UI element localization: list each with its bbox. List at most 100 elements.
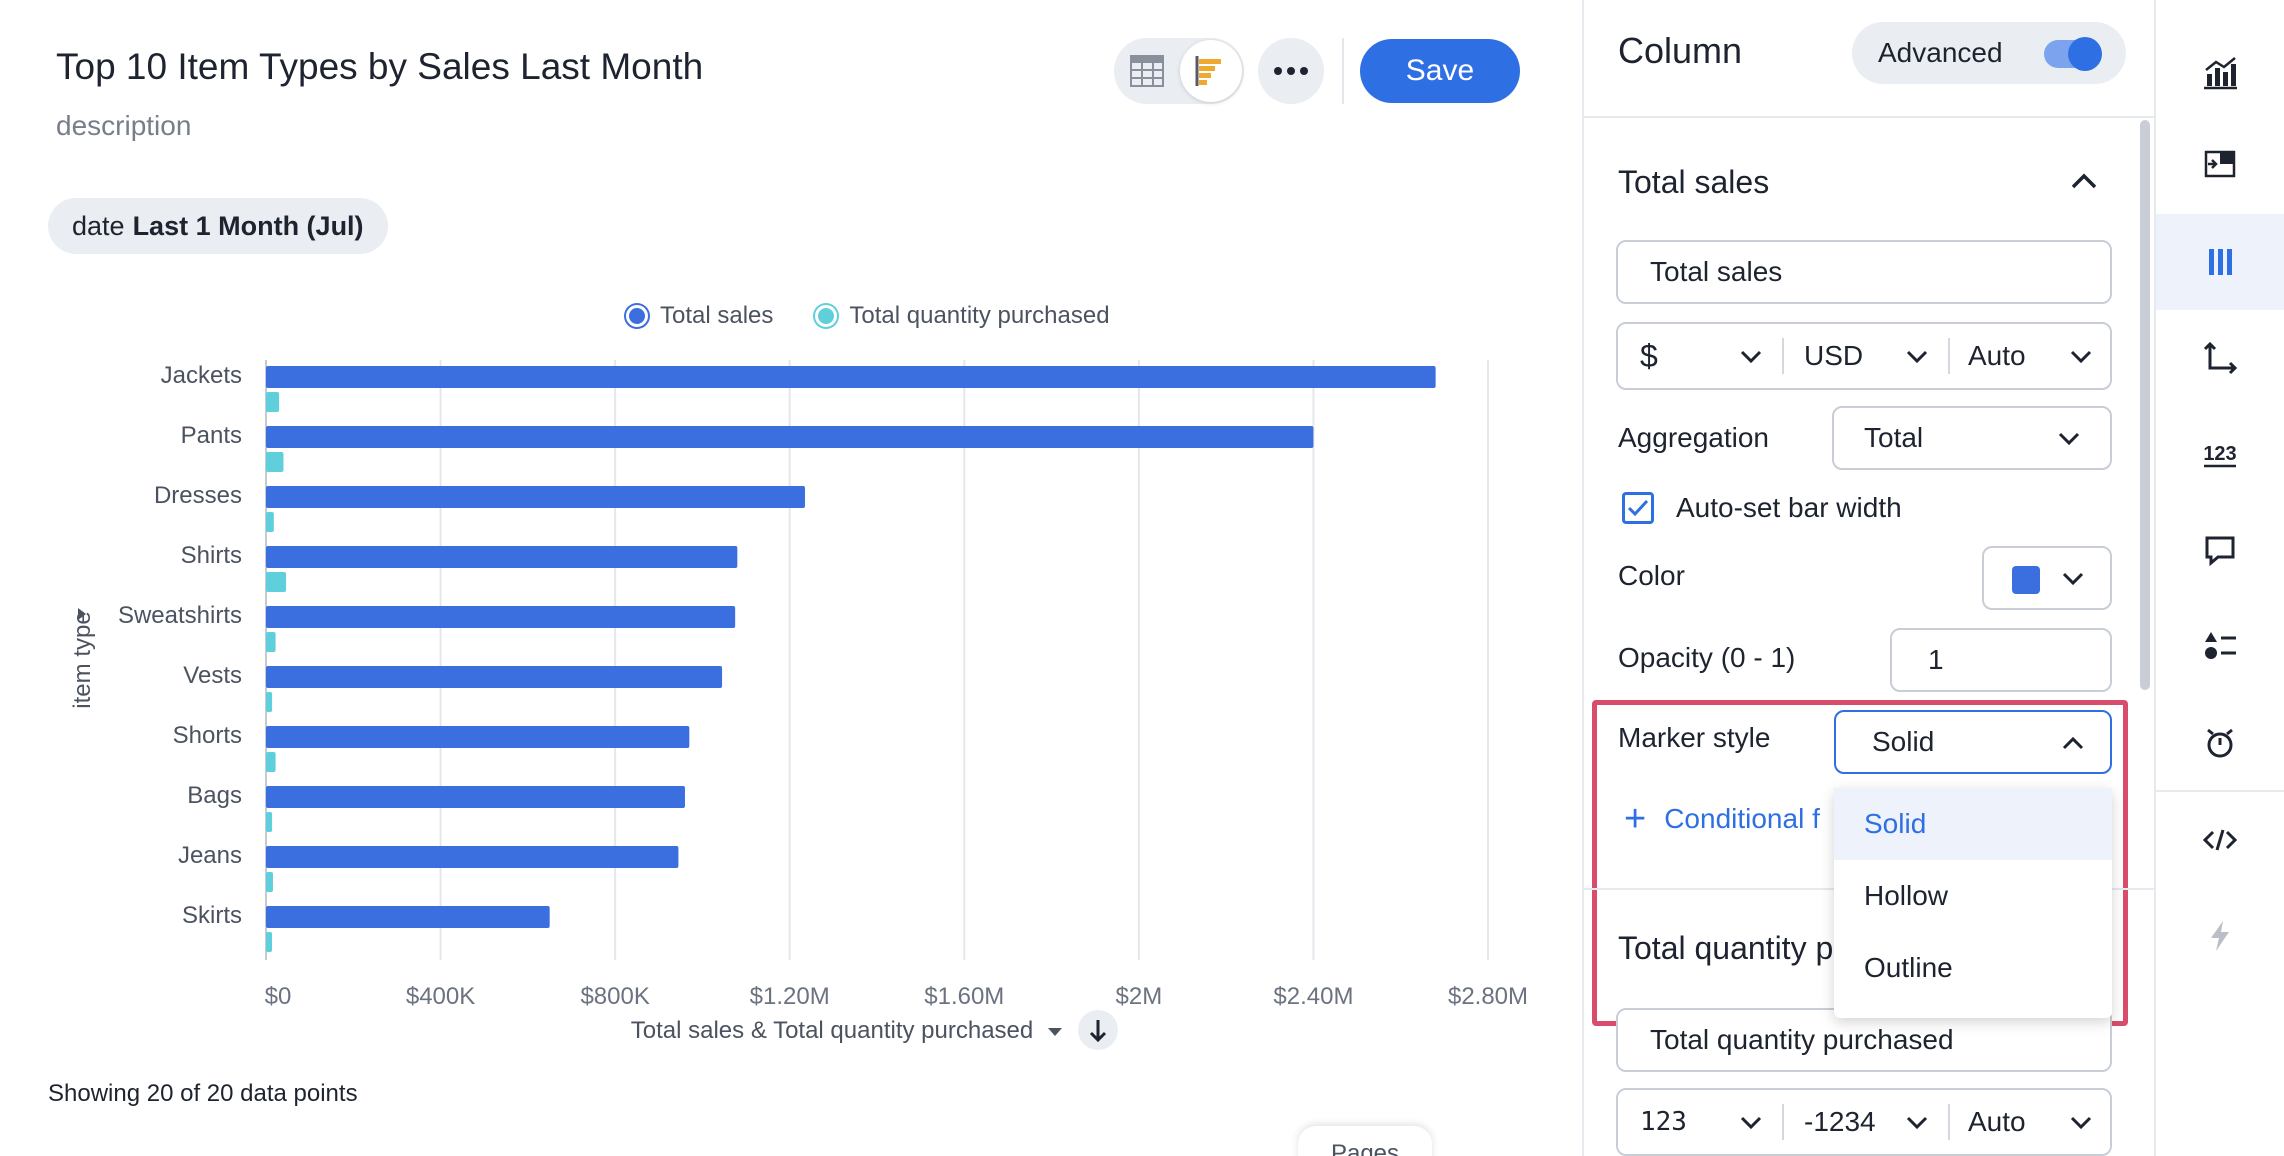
column-name-input[interactable]: Total sales xyxy=(1616,240,2112,304)
chart-area: Top 10 Item Types by Sales Last Month de… xyxy=(48,36,1529,1156)
conditional-formatting-button[interactable]: + Conditional f xyxy=(1624,800,1820,838)
y-category-label: Shorts xyxy=(173,722,242,749)
opacity-label: Opacity (0 - 1) xyxy=(1618,642,1796,673)
chart-type-icon xyxy=(2204,57,2237,90)
chevron-up-icon[interactable] xyxy=(2070,172,2098,190)
currency-units-select[interactable]: Auto xyxy=(1950,324,2110,388)
x-tick-label: $400K xyxy=(406,983,475,1010)
save-button[interactable]: Save xyxy=(1360,39,1520,103)
auto-bar-width-checkbox[interactable] xyxy=(1622,492,1654,524)
data-points-count: Showing 20 of 20 data points xyxy=(48,1080,358,1107)
bar-total-sales xyxy=(266,606,736,628)
rail-item-tooltip[interactable] xyxy=(2156,502,2284,598)
settings-panel: Column Advanced Total sales Total sales … xyxy=(1582,0,2154,1156)
currency-symbol-select[interactable]: $ xyxy=(1618,324,1782,388)
aggregation-value: Total xyxy=(1864,422,1924,453)
more-icon xyxy=(1274,67,1308,75)
marker-option-hollow[interactable]: Hollow xyxy=(1864,880,1949,911)
chevron-down-icon xyxy=(1740,350,1762,364)
section-title-total-sales[interactable]: Total sales xyxy=(1618,164,1770,200)
opacity-input[interactable]: 1 xyxy=(1890,628,2112,692)
marker-style-label: Marker style xyxy=(1618,722,1771,753)
marker-style-select[interactable]: Solid xyxy=(1834,710,2112,774)
rail-item-data-labels[interactable]: 123 xyxy=(2156,406,2284,502)
chart-view-icon[interactable] xyxy=(1180,40,1242,102)
number-format-select[interactable]: 123 xyxy=(1618,1090,1782,1154)
field-separator xyxy=(1782,1104,1784,1140)
legend-item-total-quantity[interactable]: Total quantity purchased xyxy=(815,302,1110,330)
y-category-label: Jackets xyxy=(161,362,242,389)
advanced-switch[interactable] xyxy=(2044,37,2102,71)
x-tick-label: $1.20M xyxy=(750,983,830,1010)
legend-icon xyxy=(2205,632,2236,659)
number-units-select[interactable]: Auto xyxy=(1950,1090,2110,1154)
plus-icon: + xyxy=(1624,798,1647,840)
switch-knob xyxy=(2068,37,2102,71)
column-name-value-2: Total quantity purchased xyxy=(1650,1024,1954,1055)
chevron-down-icon xyxy=(2070,1116,2092,1130)
rail-item-chart-type[interactable] xyxy=(2156,24,2284,120)
advanced-toggle[interactable]: Advanced xyxy=(1852,22,2126,84)
currency-format-group: $ USD Auto xyxy=(1616,322,2112,390)
currency-symbol-value: $ xyxy=(1640,337,1658,374)
y-axis-label: item type xyxy=(69,611,96,708)
rail-item-configure[interactable] xyxy=(2156,116,2284,212)
rail-item-quick-actions[interactable] xyxy=(2156,888,2284,984)
bar-total-sales xyxy=(266,906,550,928)
y-category-label: Jeans xyxy=(178,842,242,869)
section-title-total-quantity[interactable]: Total quantity p xyxy=(1618,930,1834,966)
date-filter-chip[interactable]: date Last 1 Month (Jul) xyxy=(48,198,388,254)
x-tick-label: $2M xyxy=(1116,983,1163,1010)
bar-total-quantity xyxy=(266,452,284,472)
axis-icon xyxy=(2203,341,2238,375)
marker-option-outline[interactable]: Outline xyxy=(1864,952,1953,983)
rail-item-axis[interactable] xyxy=(2156,310,2284,406)
bar-total-sales xyxy=(266,426,1314,448)
color-label: Color xyxy=(1618,560,1685,591)
chart-description[interactable]: description xyxy=(56,110,192,141)
currency-code-select[interactable]: USD xyxy=(1784,324,1948,388)
auto-bar-width-label[interactable]: Auto-set bar width xyxy=(1676,492,1902,523)
chart-title[interactable]: Top 10 Item Types by Sales Last Month xyxy=(56,46,704,87)
panel-header: Column Advanced xyxy=(1584,0,2154,118)
aggregation-select[interactable]: Total xyxy=(1832,406,2112,470)
sort-arrow-head-icon xyxy=(1089,1031,1107,1043)
column-name-value: Total sales xyxy=(1650,256,1783,287)
header-toolbar: Save xyxy=(1114,36,1520,106)
bar-total-quantity xyxy=(266,572,287,592)
legend-dot-total-sales xyxy=(626,305,648,327)
data-labels-icon: 123 xyxy=(2203,443,2237,468)
chevron-down-icon xyxy=(1906,350,1928,364)
rail-item-embed-code[interactable] xyxy=(2156,792,2284,888)
legend-label: Total sales xyxy=(660,302,774,329)
rail-item-sort[interactable] xyxy=(2156,694,2284,790)
more-options-button[interactable] xyxy=(1258,38,1324,104)
toolbar-divider xyxy=(1342,38,1344,104)
bar-total-sales xyxy=(266,486,805,508)
legend-item-total-sales[interactable]: Total sales xyxy=(626,302,773,330)
y-category-label: Pants xyxy=(181,422,242,449)
y-category-label: Bags xyxy=(187,782,242,809)
y-category-label: Vests xyxy=(183,662,242,689)
bar-total-quantity xyxy=(266,632,276,652)
table-view-icon[interactable] xyxy=(1128,52,1166,90)
marker-option-solid[interactable]: Solid xyxy=(1834,788,2112,860)
negative-format-select[interactable]: -1234 xyxy=(1784,1090,1948,1154)
pages-tab[interactable]: Pages xyxy=(1298,1126,1432,1156)
rail-divider xyxy=(2156,790,2284,792)
field-separator xyxy=(1782,338,1784,374)
currency-units-value: Auto xyxy=(1968,340,2026,371)
rail-item-legend[interactable] xyxy=(2156,598,2284,694)
opacity-value: 1 xyxy=(1928,644,1944,675)
panel-scrollbar[interactable] xyxy=(2140,120,2150,690)
chevron-down-icon xyxy=(2058,432,2080,446)
negative-format-value: -1234 xyxy=(1804,1106,1876,1137)
x-tick-label: $800K xyxy=(580,983,649,1010)
color-picker[interactable] xyxy=(1982,546,2112,610)
view-toggle[interactable] xyxy=(1114,38,1244,104)
bar-total-sales xyxy=(266,666,723,688)
embed-code-icon xyxy=(2202,829,2238,851)
icon-rail: 123 xyxy=(2154,0,2284,1156)
bar-total-sales xyxy=(266,546,738,568)
rail-item-column-settings[interactable] xyxy=(2156,214,2284,310)
